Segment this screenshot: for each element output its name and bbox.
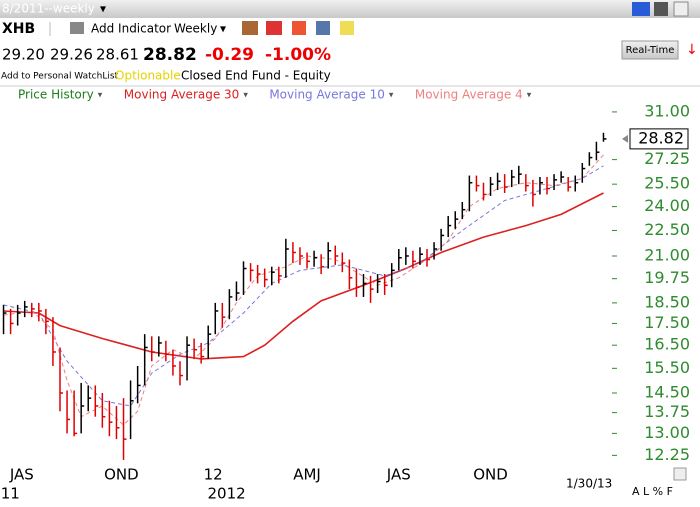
y-tick-label: 22.50 (644, 220, 690, 239)
period[interactable]: 8/2011--weekly (2, 2, 95, 16)
alarm-icon[interactable] (292, 21, 306, 35)
pencil-icon[interactable] (673, 467, 687, 481)
change-pct: -1.00% (265, 45, 331, 65)
y-tick-label: 14.50 (644, 382, 690, 401)
y-tick-label: 13.75 (644, 402, 690, 421)
interval[interactable]: Weekly (174, 22, 217, 36)
legend-entry: Moving Average 10 (269, 88, 385, 102)
x-tick-label: OND (104, 466, 139, 484)
x-tick-label: JAS (386, 466, 411, 484)
x-tick-label: OND (473, 466, 508, 484)
price-pointer (622, 134, 628, 143)
add-indicator[interactable]: Add Indicator (91, 22, 171, 36)
y-tick-label: 19.75 (644, 268, 690, 287)
y-tick-label: 24.00 (644, 196, 690, 215)
legend-arrow: ▾ (98, 91, 103, 101)
fund-type: Closed End Fund - Equity (181, 69, 331, 83)
high: 29.26 (50, 46, 93, 64)
price-box (629, 128, 689, 150)
change: -0.29 (205, 45, 254, 65)
x-tick-label: AMJ (293, 466, 321, 484)
legend-arrow: ▾ (389, 91, 394, 101)
legend-arrow: ▾ (527, 91, 532, 101)
last-date: 1/30/13 (566, 477, 612, 491)
open: 29.20 (2, 46, 45, 64)
t-icon[interactable] (654, 2, 668, 16)
x-year-label: 2012 (208, 485, 246, 503)
last: 28.82 (143, 45, 197, 65)
y-tick-label: 25.50 (644, 174, 690, 193)
legend-entry: Price History (18, 88, 94, 102)
y-tick-label: 27.25 (644, 149, 690, 168)
s-icon[interactable] (632, 2, 650, 16)
moving-average (3, 154, 604, 426)
down-arrow: ↓ (686, 42, 698, 58)
legend: Price History ▾ Moving Average 30 ▾ Moving A… (18, 88, 532, 102)
period-arrow[interactable]: ▾ (100, 2, 106, 16)
moving-average (3, 192, 604, 360)
y-tick-label: 15.50 (644, 358, 690, 377)
realtime-button[interactable] (621, 40, 679, 60)
chart-icon[interactable] (266, 21, 282, 35)
optionable: Optionable (115, 69, 181, 83)
tools-icon[interactable] (242, 21, 258, 35)
symbol: XHB (2, 21, 35, 37)
low: 28.61 (96, 46, 139, 64)
legend-entry: Moving Average 30 (124, 88, 240, 102)
legend-entry: Moving Average 4 (415, 88, 523, 102)
title-bar (0, 0, 700, 18)
y-tick-label: 18.50 (644, 292, 690, 311)
x-year-label: 11 (1, 485, 20, 503)
y-tick-label: 17.50 (644, 313, 690, 332)
moving-average (3, 165, 604, 407)
watchlist[interactable]: Add to Personal WatchList (1, 72, 119, 82)
footer-buttons[interactable]: A L % F (632, 485, 673, 498)
price-box-label: 28.82 (638, 128, 684, 147)
legend-arrow: ▾ (243, 91, 248, 101)
y-tick-label: 21.00 (644, 245, 690, 264)
x-tick-label: JAS (9, 466, 34, 484)
interval-arrow[interactable]: ▾ (220, 22, 226, 36)
grid-icon[interactable] (316, 21, 330, 35)
y-tick-label: 13.00 (644, 423, 690, 442)
realtime-label[interactable]: Real-Time (626, 45, 675, 56)
x-tick-label: 12 (204, 466, 223, 484)
note-icon[interactable] (340, 21, 354, 35)
print-icon[interactable] (70, 22, 84, 34)
y-tick-label: 16.50 (644, 335, 690, 354)
y-tick-label: 31.00 (644, 101, 690, 120)
close-icon[interactable] (673, 1, 689, 17)
y-tick-label: 12.25 (644, 445, 690, 464)
